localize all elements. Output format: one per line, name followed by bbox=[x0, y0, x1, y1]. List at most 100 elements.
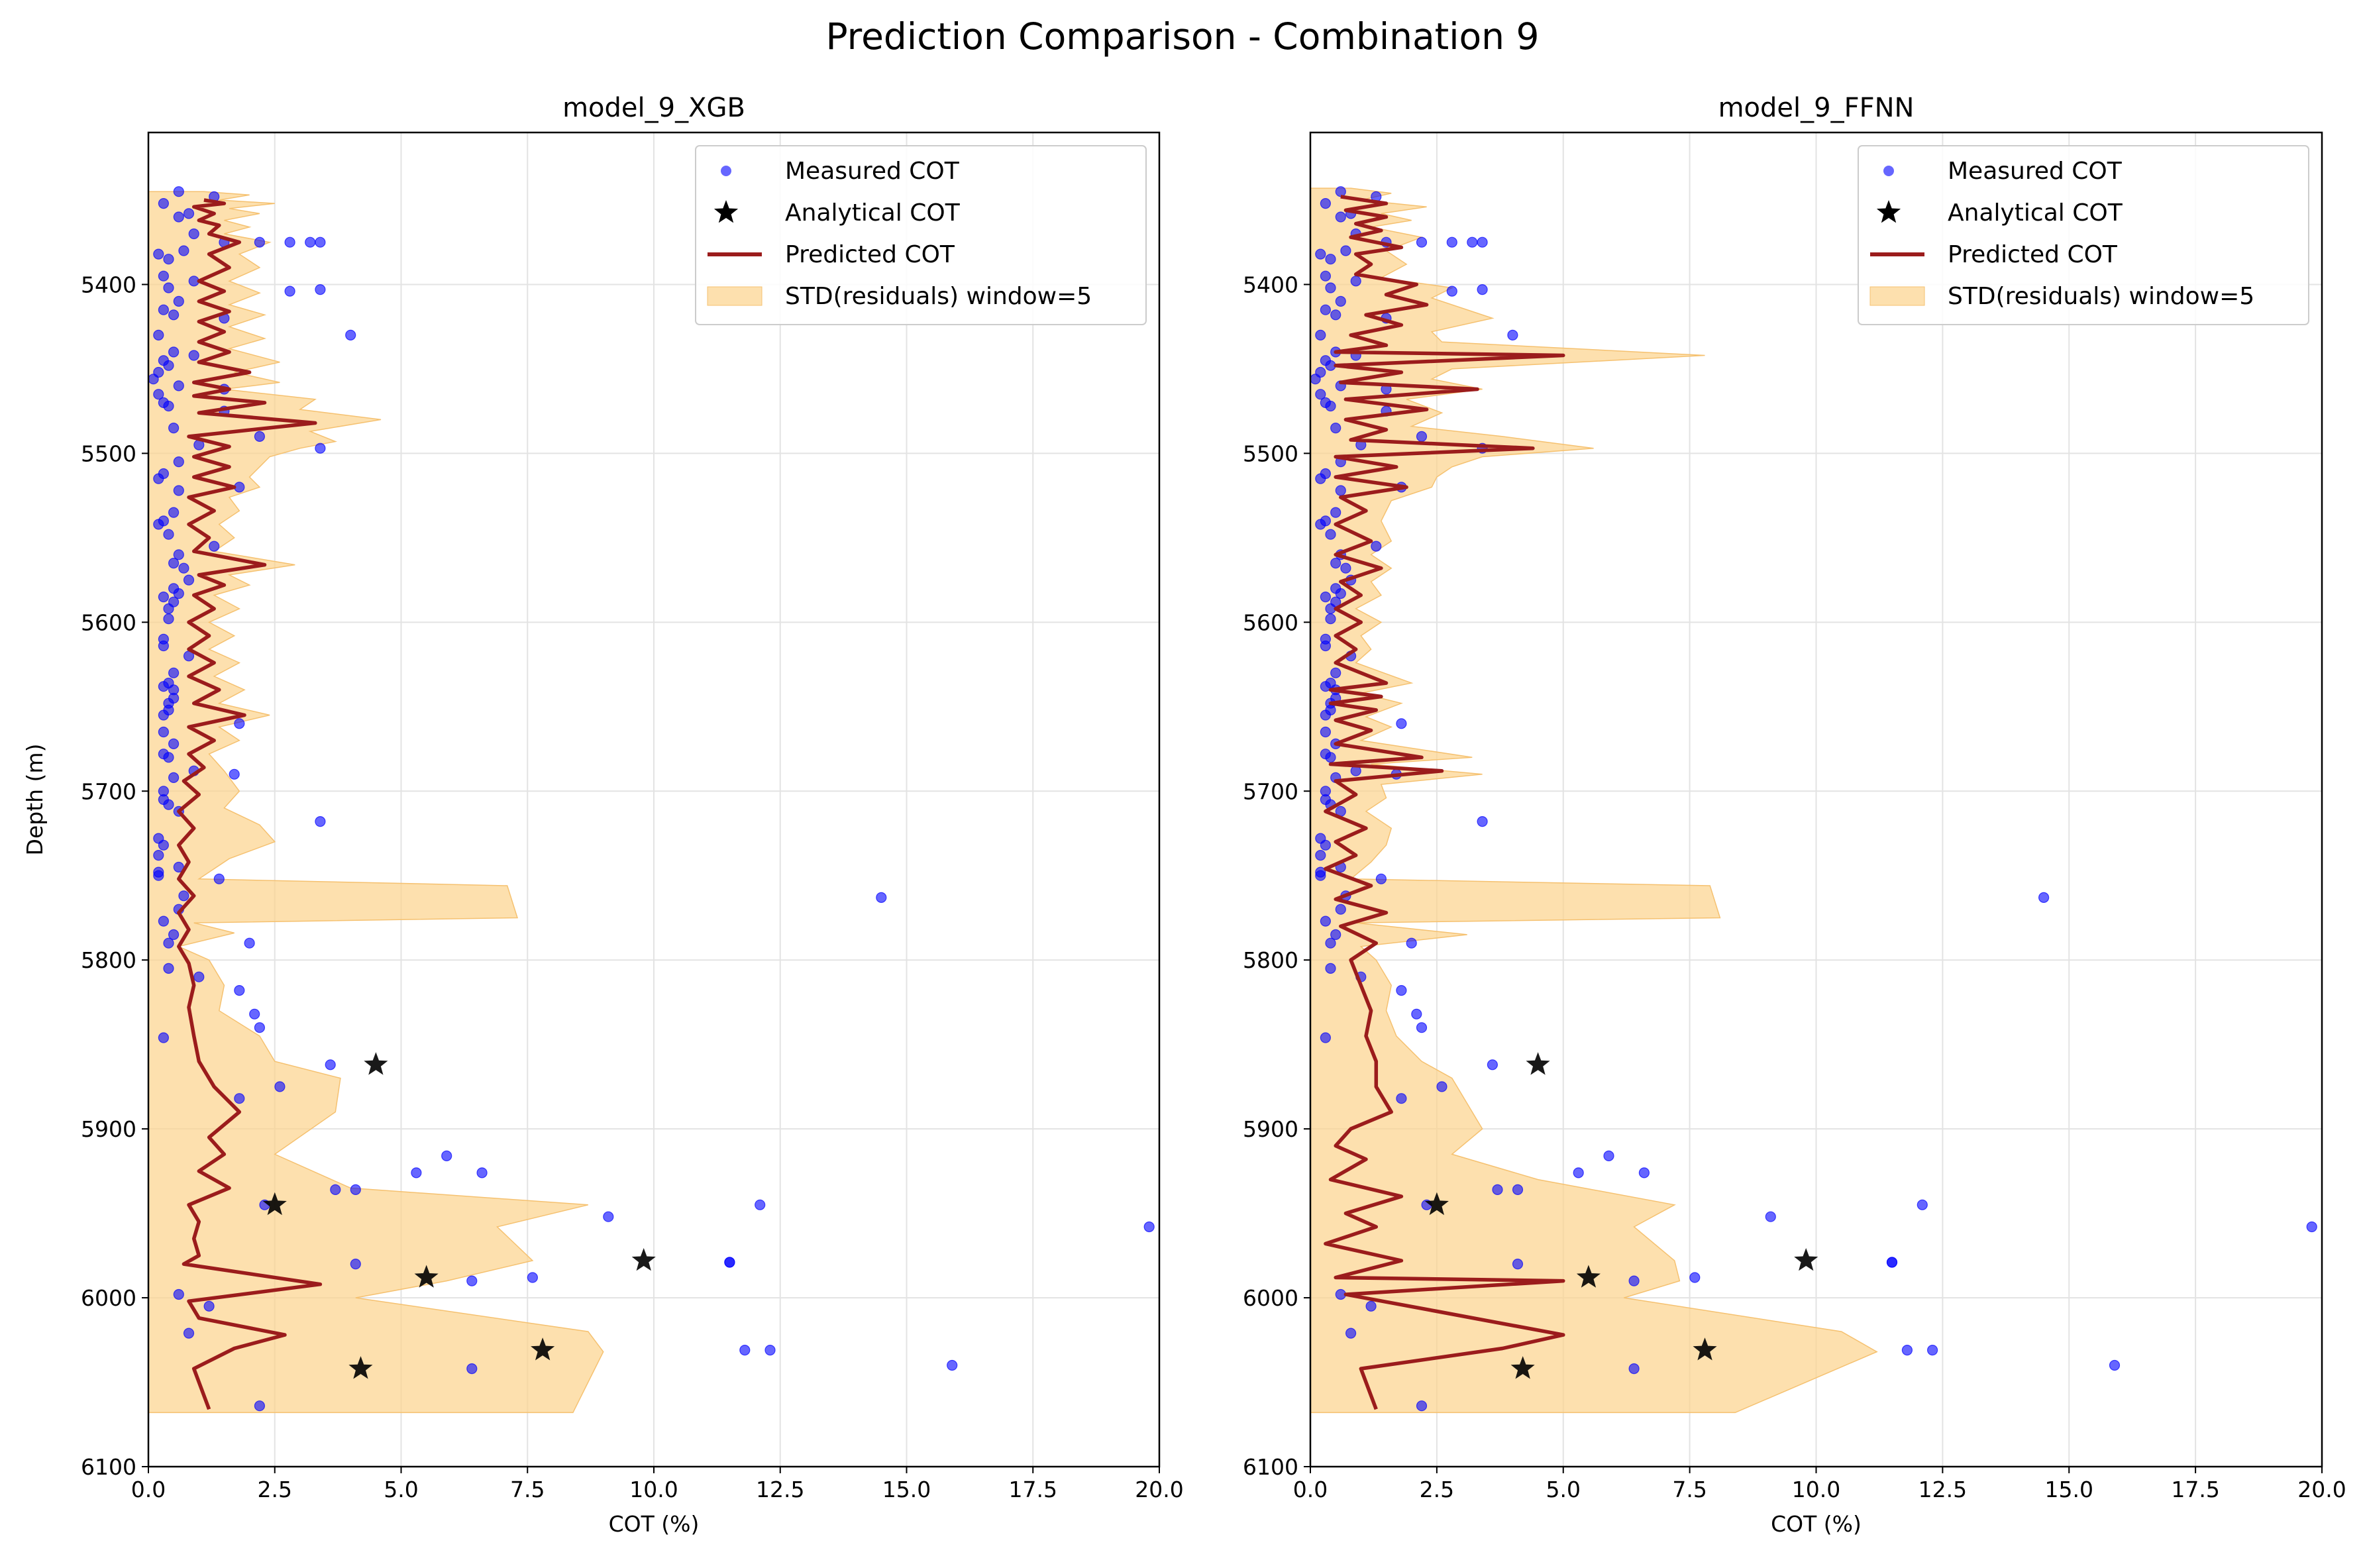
measured-point bbox=[173, 456, 184, 468]
measured-point bbox=[188, 228, 199, 240]
y-tick-label: 6100 bbox=[1243, 1454, 1298, 1480]
measured-point bbox=[1603, 1150, 1614, 1162]
measured-point bbox=[1335, 588, 1346, 600]
measured-point bbox=[1467, 236, 1478, 248]
analytical-point bbox=[1693, 1337, 1717, 1361]
measured-point bbox=[1320, 839, 1332, 851]
measured-point bbox=[168, 929, 180, 941]
measured-point bbox=[163, 752, 174, 763]
x-tick-label: 5.0 bbox=[1546, 1477, 1581, 1502]
measured-point bbox=[1325, 254, 1336, 265]
measured-point bbox=[1416, 1400, 1428, 1412]
x-tick-label: 12.5 bbox=[756, 1477, 804, 1502]
x-tick-label: 17.5 bbox=[1009, 1477, 1057, 1502]
x-tick-label: 2.5 bbox=[1420, 1477, 1454, 1502]
measured-point bbox=[153, 389, 164, 400]
measured-point bbox=[1325, 752, 1336, 763]
measured-point bbox=[345, 329, 356, 340]
measured-point bbox=[168, 422, 180, 434]
x-tick-label: 20.0 bbox=[1135, 1477, 1183, 1502]
x-tick-label: 2.5 bbox=[258, 1477, 292, 1502]
measured-point bbox=[1320, 198, 1332, 209]
measured-point bbox=[173, 549, 184, 560]
measured-point bbox=[153, 519, 164, 530]
measured-point bbox=[229, 768, 240, 780]
measured-point bbox=[173, 295, 184, 307]
measured-point bbox=[234, 984, 245, 996]
measured-points-xgb bbox=[148, 186, 1155, 1412]
measured-point bbox=[876, 892, 887, 904]
measured-point bbox=[1320, 709, 1332, 721]
analytical-point bbox=[262, 1192, 287, 1216]
measured-point bbox=[234, 718, 245, 729]
measured-point bbox=[1330, 422, 1341, 434]
measured-point bbox=[1325, 282, 1336, 293]
measured-point bbox=[1320, 304, 1332, 315]
legend-marker-std-ffnn bbox=[1869, 286, 1925, 306]
measured-point bbox=[1416, 1022, 1428, 1033]
measured-point bbox=[173, 380, 184, 392]
measured-point bbox=[254, 1400, 265, 1412]
x-tick-label: 7.5 bbox=[1672, 1477, 1707, 1502]
measured-point bbox=[1411, 1008, 1422, 1019]
measured-point bbox=[1628, 1363, 1640, 1375]
x-ticks-ffnn: 0.0 2.5 5.0 7.5 10.0 12.5 15.0 17.5 20.0 bbox=[1293, 1467, 2346, 1502]
measured-point bbox=[1315, 849, 1326, 861]
measured-point bbox=[1335, 295, 1346, 307]
measured-point bbox=[1320, 726, 1332, 738]
measured-point bbox=[209, 541, 220, 552]
x-tick-label: 15.0 bbox=[882, 1477, 931, 1502]
measured-point bbox=[163, 613, 174, 625]
measured-point bbox=[1492, 1184, 1503, 1196]
measured-point bbox=[739, 1344, 751, 1356]
analytical-point bbox=[364, 1052, 388, 1075]
analytical-point bbox=[1510, 1356, 1535, 1379]
measured-point bbox=[158, 839, 169, 851]
measured-point bbox=[163, 799, 174, 810]
measured-point bbox=[441, 1150, 452, 1162]
measured-point bbox=[173, 485, 184, 496]
legend-ffnn: Measured COT Analytical COT Predicted CO… bbox=[1858, 145, 2309, 325]
measured-point bbox=[325, 1059, 336, 1071]
measured-point bbox=[1320, 270, 1332, 282]
measured-point bbox=[315, 236, 326, 248]
measured-point bbox=[1406, 937, 1417, 949]
measured-point bbox=[315, 284, 326, 295]
measured-point bbox=[1335, 211, 1346, 223]
measured-point bbox=[1927, 1344, 1938, 1356]
measured-point bbox=[173, 211, 184, 223]
measured-point bbox=[466, 1363, 478, 1375]
measured-point bbox=[1512, 1258, 1524, 1270]
x-ticks-xgb: 0.0 2.5 5.0 7.5 10.0 12.5 15.0 17.5 20.0 bbox=[131, 1467, 1184, 1502]
x-tick-label: 7.5 bbox=[510, 1477, 545, 1502]
measured-point bbox=[350, 1184, 361, 1196]
legend-box-ffnn bbox=[1858, 145, 2309, 325]
measured-point bbox=[1477, 815, 1488, 827]
measured-point bbox=[1143, 1221, 1155, 1233]
measured-point bbox=[1689, 1272, 1701, 1283]
measured-point bbox=[183, 1328, 195, 1339]
measured-point bbox=[168, 346, 180, 358]
measured-point bbox=[1416, 236, 1428, 248]
measured-point bbox=[1340, 245, 1351, 256]
y-tick-label: 5500 bbox=[81, 441, 136, 466]
measured-point bbox=[1901, 1344, 1913, 1356]
measured-point bbox=[158, 270, 169, 282]
y-tick-label: 5900 bbox=[1243, 1116, 1298, 1142]
measured-point bbox=[1396, 1093, 1407, 1104]
std-band-xgb bbox=[148, 191, 604, 1414]
measured-point bbox=[764, 1344, 776, 1356]
measured-point bbox=[1886, 1257, 1898, 1268]
y-tick-label: 5800 bbox=[81, 947, 136, 973]
measured-point bbox=[1365, 1300, 1377, 1312]
measured-point bbox=[2038, 892, 2050, 904]
measured-point bbox=[1416, 431, 1428, 443]
measured-point bbox=[158, 726, 169, 738]
predicted-line-xgb bbox=[177, 198, 323, 1410]
panel-title-xgb: model_9_XGB bbox=[562, 93, 745, 123]
measured-point bbox=[1638, 1167, 1650, 1178]
analytical-points-xgb bbox=[262, 1052, 656, 1379]
measured-point bbox=[1375, 873, 1387, 884]
x-tick-label: 5.0 bbox=[384, 1477, 418, 1502]
